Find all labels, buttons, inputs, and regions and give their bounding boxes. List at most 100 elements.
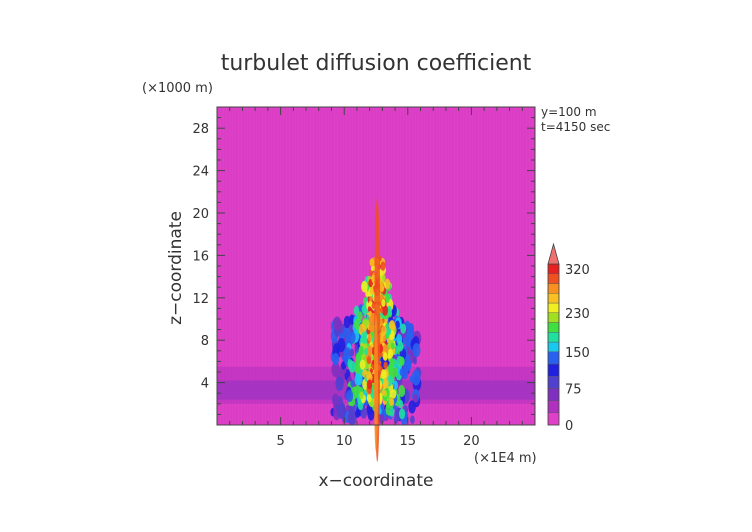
plume-cell [381, 274, 386, 281]
plume-cell [346, 389, 354, 403]
colorbar-extend-arrow [547, 242, 560, 265]
colorbar-tick-label: 150 [565, 346, 590, 361]
plume-cell [410, 415, 415, 424]
plume-cell [380, 261, 386, 271]
plume-cell [371, 302, 376, 309]
plume-cell [382, 378, 389, 389]
plume-cell [399, 356, 405, 367]
plume-cell [371, 359, 375, 365]
plume-cell [384, 293, 390, 304]
plume-cell [369, 296, 373, 302]
colorbar-segment [547, 312, 560, 323]
plume-cell [367, 345, 373, 356]
plume-cell [367, 333, 372, 342]
plume-cell [400, 323, 407, 334]
colorbar-segment [547, 412, 560, 426]
plume-cell [395, 320, 400, 329]
plume-cell [387, 349, 394, 360]
plume-cell [379, 307, 384, 313]
colorbar-segment [547, 363, 560, 377]
plume-cell [389, 357, 395, 367]
plume-cell [345, 404, 350, 412]
colorbar-segment [547, 293, 560, 304]
colorbar-segment [547, 341, 560, 353]
plume-cell [380, 403, 384, 410]
plume-cell [390, 342, 395, 350]
plume-cell [366, 379, 373, 390]
plume-cell [388, 320, 396, 332]
plume-cell [399, 408, 406, 420]
y-tick-label: 28 [192, 122, 209, 137]
annotation-y: y=100 m [541, 105, 597, 119]
plume-cell [332, 393, 339, 406]
plume-cell [386, 327, 392, 336]
plume-cell [411, 369, 421, 386]
colorbar-segment [547, 388, 560, 401]
plume-cell [369, 258, 375, 267]
colorbar: 0 75 150 230 320 [547, 242, 590, 434]
plume-cell [412, 342, 421, 358]
y-axis-label: z−coordinate [166, 211, 186, 325]
y-tick-label: 24 [192, 165, 209, 180]
plume-cell [398, 385, 406, 398]
colorbar-tick-label: 230 [565, 307, 590, 322]
colorbar-segment [547, 400, 560, 414]
plume-cell [360, 407, 367, 419]
colorbar-tick-label: 0 [565, 419, 573, 434]
colorbar-segment [547, 302, 560, 313]
plume-cell [382, 335, 387, 342]
plume-cell [332, 352, 340, 366]
plume-cell [383, 361, 388, 370]
chart-title: turbulet diffusion coefficient [221, 51, 532, 76]
colorbar-segment [547, 332, 560, 343]
colorbar-tick-label: 320 [565, 263, 590, 278]
plume-cell [389, 407, 395, 417]
x-tick-label: 10 [336, 434, 353, 449]
y-tick-label: 20 [192, 207, 209, 222]
plume-cell [345, 347, 351, 357]
plume-cell [361, 280, 368, 293]
colorbar-tick-label: 75 [565, 382, 582, 397]
plume [330, 197, 422, 463]
plume-cell [368, 300, 372, 307]
plume-cell [348, 331, 356, 344]
x-unit-label: (×1E4 m) [474, 451, 537, 466]
plume-cell [335, 376, 344, 392]
plume-cell [369, 287, 374, 295]
plume-cell [358, 345, 364, 356]
axes: 5 10 15 20 4 8 12 16 20 24 28 [192, 106, 536, 449]
plume-cell [370, 265, 374, 272]
plume-cell [354, 373, 362, 386]
plume-cell [389, 397, 394, 406]
plume-cell [397, 340, 404, 352]
x-tick-label: 15 [400, 434, 417, 449]
annotation-t: t=4150 sec [541, 120, 610, 134]
plot-area [217, 107, 535, 463]
plume-cell [383, 352, 388, 361]
y-tick-label: 8 [201, 334, 209, 349]
plume-cell [391, 389, 397, 399]
plume-cell [402, 356, 412, 373]
x-tick-label: 5 [276, 434, 284, 449]
plume-cell [337, 338, 346, 353]
plume-cell [347, 359, 353, 369]
plume-cell [379, 283, 385, 293]
plume-cell [359, 359, 366, 370]
colorbar-segment [547, 273, 560, 284]
colorbar-segment [547, 351, 560, 365]
plume-cell [380, 369, 387, 380]
plume-cell [381, 389, 386, 396]
colorbar-segment [547, 283, 560, 294]
y-unit-label: (×1000 m) [142, 81, 213, 96]
colorbar-segment [547, 263, 560, 274]
plume-cell [393, 415, 399, 424]
plume-cell [381, 298, 386, 307]
x-axis-label: x−coordinate [319, 471, 434, 491]
plume-cell [360, 331, 369, 345]
y-tick-label: 12 [192, 292, 209, 307]
plume-cell [382, 326, 386, 332]
colorbar-segment [547, 376, 560, 389]
plume-cell [354, 318, 361, 330]
x-tick-label: 20 [463, 434, 480, 449]
y-tick-label: 16 [192, 249, 209, 264]
